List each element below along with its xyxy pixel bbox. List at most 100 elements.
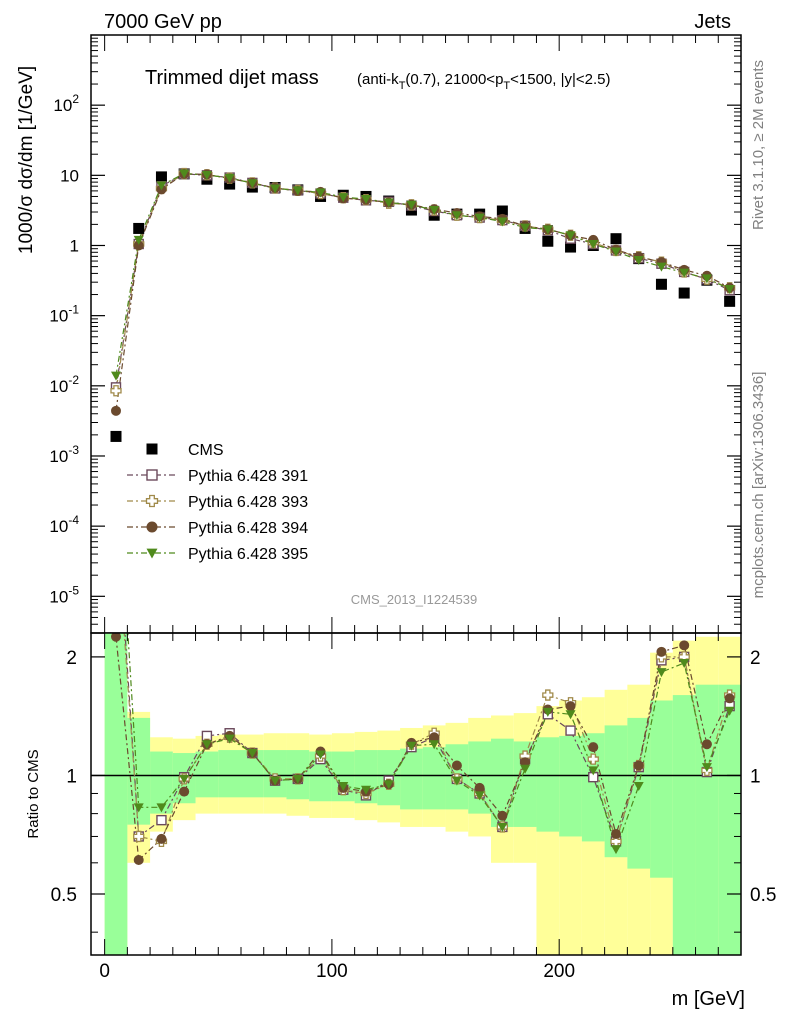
legend-label: Pythia 6.428 393 <box>188 494 308 511</box>
ratio-y-tick-label: 1 <box>66 766 77 787</box>
y-tick-label: 1 <box>70 236 79 255</box>
data-point <box>155 171 167 183</box>
data-point <box>133 854 144 865</box>
data-point <box>724 295 736 307</box>
main-axis-ticks: 10-5 10-4 10-3 10-2 10-1 1 10 102 <box>49 35 742 634</box>
process-label: Jets <box>694 11 731 33</box>
ratio-panel: 0.5 0.5 1 1 2 2 0 100 200 Ratio to CMS m [GeV] <box>25 496 776 1010</box>
inner-band <box>513 741 537 827</box>
data-point <box>338 193 349 203</box>
y-tick-exponent: -3 <box>68 443 79 457</box>
legend-label: CMS <box>188 442 224 459</box>
data-point <box>633 782 644 792</box>
data-point <box>179 169 190 179</box>
data-point <box>451 760 462 771</box>
data-point <box>133 222 145 234</box>
data-point <box>270 184 281 194</box>
data-point <box>565 701 576 712</box>
inner-band <box>104 633 128 955</box>
ratio-uncertainty-bands <box>104 633 741 955</box>
data-point <box>611 829 621 840</box>
data-point <box>292 186 303 196</box>
y-tick-label: 10-5 <box>49 583 79 606</box>
data-point <box>565 241 577 253</box>
inner-band <box>241 750 264 798</box>
data-point <box>146 548 158 559</box>
data-point <box>497 217 508 227</box>
rivet-label: Rivet 3.1.10, ≥ 2M events <box>750 60 767 230</box>
data-point <box>145 494 159 508</box>
y-tick-label: 10-4 <box>49 513 79 536</box>
data-point <box>497 822 508 832</box>
data-point <box>474 791 485 801</box>
inner-band <box>672 695 696 955</box>
data-point <box>542 225 553 235</box>
data-point <box>429 732 440 743</box>
ratio-plot-frame <box>90 632 742 956</box>
data-point <box>315 750 326 760</box>
data-point <box>133 803 144 813</box>
data-point <box>270 776 281 786</box>
y-tick-label: 102 <box>53 92 79 115</box>
inner-band <box>309 751 332 802</box>
data-point <box>383 780 394 790</box>
data-point <box>701 763 712 773</box>
data-point <box>587 753 599 765</box>
data-point <box>112 496 121 505</box>
inner-band <box>195 751 219 798</box>
legend-label: Pythia 6.428 394 <box>188 520 308 537</box>
data-point <box>474 782 485 793</box>
inner-band <box>536 737 560 832</box>
data-point <box>520 764 531 774</box>
data-point <box>611 845 621 855</box>
data-point <box>474 213 485 223</box>
data-point <box>656 646 667 657</box>
series-line <box>115 173 730 388</box>
data-point <box>146 443 158 455</box>
data-point <box>496 205 508 217</box>
y-tick-label: 10-1 <box>49 303 79 326</box>
data-point <box>201 171 212 181</box>
data-point <box>520 223 531 233</box>
legend: CMS Pythia 6.428 391 Pythia 6.428 393 Pythi… <box>127 442 308 563</box>
data-point <box>451 211 462 221</box>
data-point <box>429 740 440 750</box>
series-line <box>115 173 730 411</box>
data-point <box>565 725 576 736</box>
data-point <box>701 739 712 750</box>
data-point <box>588 766 599 776</box>
y-axis-label: 1000/σ dσ/dm [1/GeV] <box>16 66 37 254</box>
data-point <box>133 240 144 251</box>
data-point <box>724 706 735 716</box>
ratio-y-tick-label-right: 2 <box>750 648 761 669</box>
data-point <box>633 760 644 771</box>
data-point <box>156 833 167 844</box>
data-point <box>679 658 690 668</box>
data-point <box>292 774 303 784</box>
data-point <box>247 179 258 189</box>
ratio-y-tick-label-right: 0.5 <box>750 885 776 906</box>
y-tick-label: 10 <box>60 166 79 185</box>
data-point <box>146 469 158 481</box>
series-line <box>115 172 730 376</box>
data-point <box>656 668 667 678</box>
data-point <box>565 231 576 241</box>
data-point <box>406 200 417 210</box>
data-point <box>146 521 158 533</box>
inner-band <box>581 733 605 842</box>
inner-band <box>491 738 514 827</box>
ratio-y-tick-label-right: 1 <box>750 766 761 787</box>
y-tick-exponent: -2 <box>68 373 79 387</box>
data-point <box>497 810 508 821</box>
series-line <box>115 172 730 391</box>
ratio-series-line <box>124 633 731 844</box>
data-point <box>633 256 644 266</box>
y-tick-label: 10-3 <box>49 443 79 466</box>
data-point <box>315 188 326 198</box>
ratio-series-line <box>115 636 731 862</box>
inner-band <box>422 747 446 810</box>
data-point <box>361 785 371 795</box>
data-point <box>724 693 735 704</box>
ratio-data-markers <box>111 496 736 865</box>
